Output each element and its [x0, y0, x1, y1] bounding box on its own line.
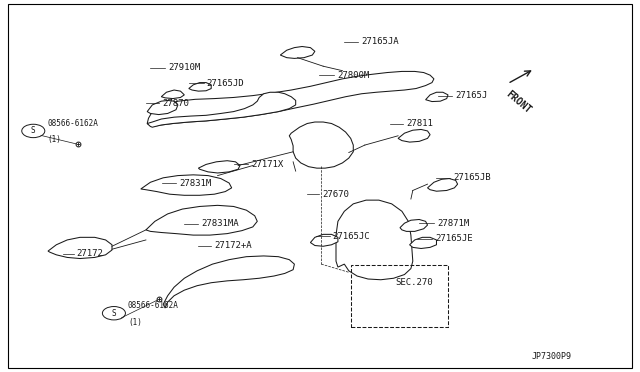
Polygon shape — [280, 46, 315, 58]
Text: (1): (1) — [47, 135, 61, 144]
Polygon shape — [146, 205, 257, 235]
Text: S: S — [31, 126, 36, 135]
Text: 27800M: 27800M — [337, 71, 369, 80]
Polygon shape — [336, 200, 413, 280]
Text: 27870: 27870 — [162, 99, 189, 108]
Text: 27165J: 27165J — [455, 92, 487, 100]
Text: 27811: 27811 — [406, 119, 433, 128]
Polygon shape — [147, 100, 178, 115]
Polygon shape — [426, 92, 448, 102]
Polygon shape — [141, 175, 232, 195]
Text: (1): (1) — [128, 318, 142, 327]
Text: SEC.270: SEC.270 — [396, 278, 433, 287]
Polygon shape — [147, 71, 434, 126]
Polygon shape — [48, 237, 112, 259]
Text: 27871M: 27871M — [437, 219, 469, 228]
Text: 27165JD: 27165JD — [207, 79, 244, 88]
Text: 27670: 27670 — [322, 190, 349, 199]
Text: 27831MA: 27831MA — [202, 219, 239, 228]
Text: FRONT: FRONT — [504, 89, 533, 115]
Text: 27910M: 27910M — [168, 63, 200, 72]
Polygon shape — [400, 219, 428, 231]
Text: 27165JA: 27165JA — [362, 37, 399, 46]
Text: 27831M: 27831M — [179, 179, 211, 187]
Text: 27172+A: 27172+A — [214, 241, 252, 250]
Text: 08566-6162A: 08566-6162A — [128, 301, 179, 310]
Polygon shape — [289, 122, 353, 168]
Text: 27172: 27172 — [77, 249, 104, 258]
Polygon shape — [398, 129, 430, 142]
Polygon shape — [147, 92, 296, 127]
Polygon shape — [163, 256, 294, 308]
Polygon shape — [410, 237, 436, 248]
Polygon shape — [428, 179, 458, 191]
Polygon shape — [310, 234, 338, 246]
Text: 08566-6162A: 08566-6162A — [47, 119, 98, 128]
Text: S: S — [111, 309, 116, 318]
Polygon shape — [161, 90, 184, 99]
Text: 27165JB: 27165JB — [453, 173, 491, 182]
Text: 27165JE: 27165JE — [435, 234, 473, 243]
Text: 27171X: 27171X — [252, 160, 284, 169]
Polygon shape — [189, 83, 211, 91]
Text: 27165JC: 27165JC — [333, 232, 371, 241]
Text: JP7300P9: JP7300P9 — [531, 352, 571, 361]
Polygon shape — [198, 161, 240, 173]
